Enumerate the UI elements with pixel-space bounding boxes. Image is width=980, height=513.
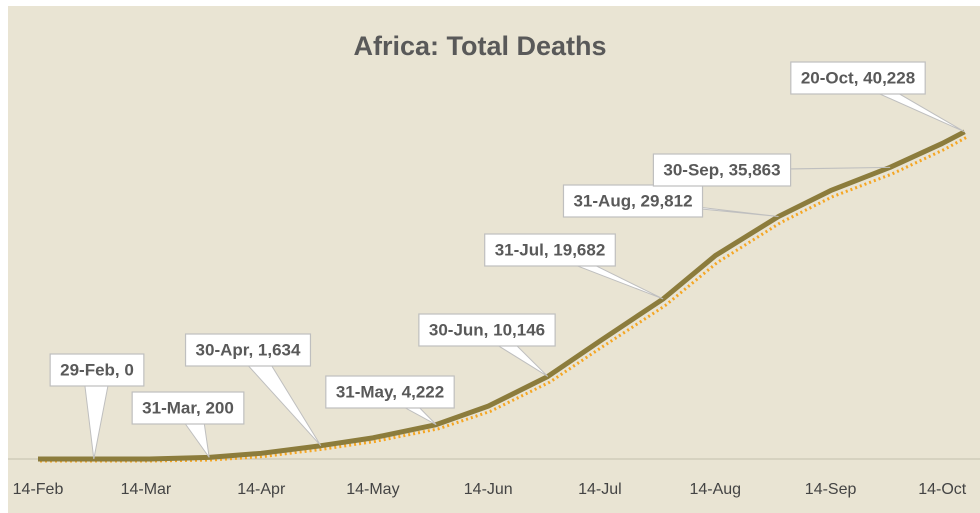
annotation-label: 30-Apr, 1,634 <box>196 340 301 359</box>
annotation: 31-Jul, 19,682 <box>484 233 664 300</box>
x-tick-label: 14-Jul <box>578 481 622 498</box>
x-tick-label: 14-Mar <box>121 481 172 498</box>
annotation: 29-Feb, 0 <box>49 353 145 460</box>
annotation-box <box>184 333 312 367</box>
annotation-label: 31-Mar, 200 <box>142 398 234 417</box>
x-tick-label: 14-Oct <box>918 481 967 498</box>
x-tick-label: 14-May <box>346 481 399 498</box>
x-tick-label: 14-Feb <box>13 481 64 498</box>
data-line <box>38 129 966 462</box>
annotation-box <box>562 184 704 218</box>
annotation: 20-Oct, 40,228 <box>790 61 965 133</box>
trend-line <box>40 135 968 463</box>
annotation: 31-Mar, 200 <box>131 391 245 458</box>
annotation-box <box>484 233 616 267</box>
annotation-box <box>131 391 245 425</box>
annotation: 30-Sep, 35,863 <box>652 153 891 187</box>
annotation-label: 31-May, 4,222 <box>336 382 444 401</box>
annotation-label: 30-Jun, 10,146 <box>429 320 545 339</box>
x-tick-label: 14-Sep <box>805 481 857 498</box>
annotation-label: 31-Jul, 19,682 <box>495 240 606 259</box>
annotation-box <box>418 313 556 347</box>
annotation-box <box>49 353 145 387</box>
annotation-label: 31-Aug, 29,812 <box>573 191 692 210</box>
annotation: 31-Aug, 29,812 <box>562 184 779 218</box>
annotation-box <box>790 61 926 95</box>
annotation: 30-Jun, 10,146 <box>418 313 556 377</box>
x-tick-label: 14-Jun <box>464 481 513 498</box>
x-tick-label: 14-Aug <box>689 481 741 498</box>
annotation-label: 20-Oct, 40,228 <box>801 68 915 87</box>
annotation-box <box>325 375 455 409</box>
chart-title: Africa: Total Deaths <box>353 31 606 61</box>
annotation: 30-Apr, 1,634 <box>184 333 322 447</box>
annotation-box <box>652 153 792 187</box>
annotation-label: 30-Sep, 35,863 <box>663 160 780 179</box>
annotation: 31-May, 4,222 <box>325 375 455 426</box>
x-tick-label: 14-Apr <box>237 481 286 498</box>
annotation-label: 29-Feb, 0 <box>60 360 134 379</box>
